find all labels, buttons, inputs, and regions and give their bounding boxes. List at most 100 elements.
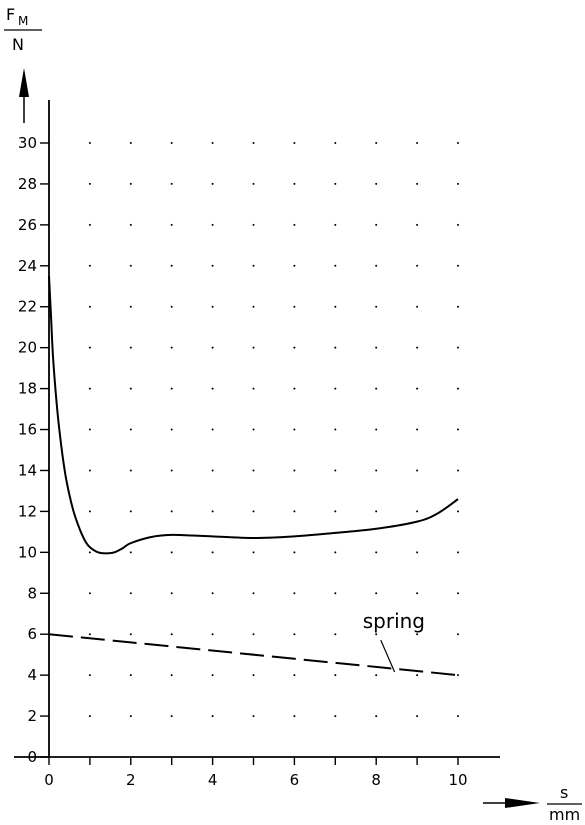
grid-dot <box>252 592 255 595</box>
y-axis-unit: N <box>12 35 24 54</box>
series-force-curve <box>48 275 459 555</box>
annotation-label: spring <box>363 609 425 633</box>
x-axis-symbol: s <box>560 783 568 802</box>
grid-dot <box>457 346 459 349</box>
grid-dot <box>211 715 214 718</box>
grid-dot <box>211 510 214 513</box>
x-axis-ticks: 0 2 4 6 8 10 <box>44 757 468 789</box>
grid-dot <box>457 592 459 595</box>
grid-dot <box>88 469 91 472</box>
grid-dot <box>129 305 132 308</box>
grid-dot <box>170 223 173 226</box>
grid-dot <box>457 387 459 390</box>
grid-dot <box>129 469 132 472</box>
grid-dot <box>416 182 419 185</box>
grid-dot <box>375 264 378 267</box>
grid-dot <box>211 346 214 349</box>
grid-dot <box>170 592 173 595</box>
grid-dot <box>416 142 419 144</box>
y-tick-label: 16 <box>18 421 37 439</box>
grid-dot <box>170 715 173 718</box>
grid-dot <box>334 715 337 718</box>
grid-dot <box>252 223 255 226</box>
grid-dot <box>129 182 132 185</box>
grid-dot <box>375 305 378 308</box>
grid-dot <box>416 715 419 718</box>
y-tick-label: 28 <box>18 175 37 193</box>
grid-dot <box>293 223 296 226</box>
grid-dot <box>129 346 132 349</box>
grid-dot <box>334 346 337 349</box>
grid-dot <box>375 182 378 185</box>
grid-dot <box>252 264 255 267</box>
grid-dot <box>334 387 337 390</box>
grid-dot <box>334 469 337 472</box>
grid-dot <box>170 633 173 636</box>
x-tick-label: 2 <box>126 771 136 789</box>
y-tick-label: 10 <box>18 543 37 561</box>
grid-dot <box>416 510 419 513</box>
grid-dot <box>170 387 173 390</box>
grid-dot <box>334 674 337 677</box>
y-axis-subscript: M <box>18 14 28 28</box>
grid-dot <box>211 142 214 144</box>
grid-dot <box>211 305 214 308</box>
y-axis-label: F M N <box>4 5 42 54</box>
grid-dot <box>129 387 132 390</box>
grid-dot <box>252 305 255 308</box>
grid-dot <box>375 551 378 554</box>
x-axis-unit: mm <box>549 805 580 824</box>
grid-dot <box>293 715 296 718</box>
grid-dot <box>129 551 132 554</box>
grid-dot <box>416 387 419 390</box>
grid-dot <box>129 510 132 513</box>
x-tick-label: 6 <box>290 771 300 789</box>
y-axis-symbol: F <box>6 5 15 24</box>
grid-dot <box>457 142 459 144</box>
grid-dot <box>416 551 419 554</box>
y-tick-label: 22 <box>18 298 37 316</box>
grid-dot <box>416 674 419 677</box>
grid-dot <box>88 592 91 595</box>
grid-dot <box>129 264 132 267</box>
grid-dot <box>252 142 255 144</box>
grid-dot <box>170 346 173 349</box>
grid-dot <box>252 428 255 431</box>
grid-dot <box>457 551 459 554</box>
grid-dot <box>293 182 296 185</box>
grid-dot <box>129 715 132 718</box>
grid-dot <box>293 633 296 636</box>
grid-dot <box>170 551 173 554</box>
grid-dot <box>252 346 255 349</box>
grid-dot <box>88 346 91 349</box>
grid-dot <box>416 428 419 431</box>
grid-dot <box>293 305 296 308</box>
annotation-leader-line <box>380 639 396 673</box>
y-tick-label: 18 <box>18 380 37 398</box>
grid-dot <box>211 633 214 636</box>
grid-dot <box>211 223 214 226</box>
grid-dot <box>334 551 337 554</box>
grid-dot <box>457 469 459 472</box>
grid-dot <box>88 387 91 390</box>
grid-dot <box>416 223 419 226</box>
grid-dot <box>211 592 214 595</box>
grid-dot <box>88 142 91 144</box>
grid-dot <box>375 346 378 349</box>
grid-dot <box>334 510 337 513</box>
grid-dot <box>334 428 337 431</box>
grid-dot <box>88 510 91 513</box>
grid-dot <box>293 264 296 267</box>
grid-dot <box>211 387 214 390</box>
y-tick-label: 24 <box>18 257 37 275</box>
grid-dot <box>170 305 173 308</box>
annotations: spring <box>363 609 425 673</box>
grid-dot <box>375 633 378 636</box>
grid-dot <box>88 223 91 226</box>
grid-dot <box>88 551 91 554</box>
grid-dot <box>211 428 214 431</box>
grid-dot <box>334 592 337 595</box>
y-tick-label: 4 <box>27 666 37 684</box>
grid-dot <box>375 592 378 595</box>
grid-dots <box>88 142 459 718</box>
